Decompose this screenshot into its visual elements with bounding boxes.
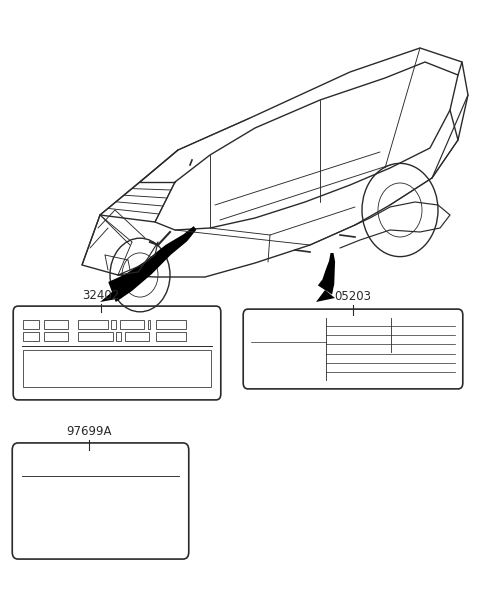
Bar (44, 320, 68, 329)
Bar (120, 320, 144, 329)
Bar (125, 332, 149, 341)
Bar (116, 332, 121, 341)
Bar (156, 332, 186, 341)
Polygon shape (100, 292, 122, 302)
Bar (23, 332, 39, 341)
Polygon shape (318, 253, 335, 294)
Bar (23, 350, 211, 387)
Bar (111, 320, 116, 329)
Text: 32402: 32402 (83, 289, 120, 302)
Bar (23, 320, 39, 329)
Polygon shape (316, 290, 335, 302)
Polygon shape (108, 226, 196, 302)
Text: 05203: 05203 (335, 290, 372, 303)
Bar (44, 332, 68, 341)
Bar (156, 320, 186, 329)
Bar (148, 320, 150, 329)
Bar (78, 332, 113, 341)
Bar (78, 320, 108, 329)
Text: 97699A: 97699A (66, 425, 112, 438)
